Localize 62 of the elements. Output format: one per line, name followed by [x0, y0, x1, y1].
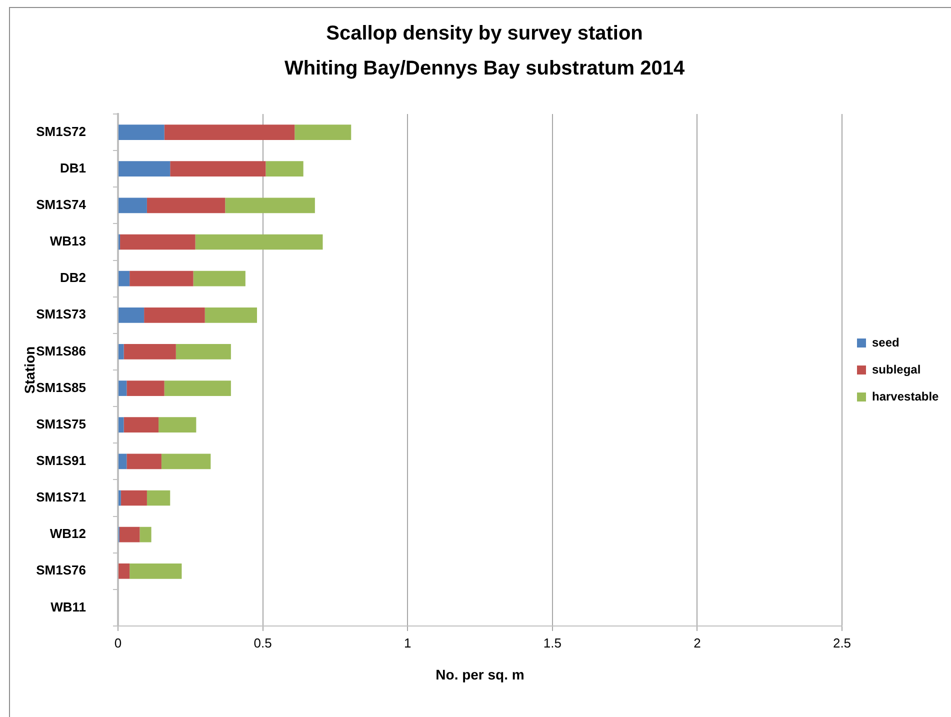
- y-axis-title: Station: [21, 346, 38, 394]
- bar: [161, 454, 211, 470]
- legend-label: seed: [872, 335, 900, 350]
- y-tick-label: SM1S73: [36, 306, 86, 322]
- bar: [120, 234, 196, 250]
- bar: [130, 270, 194, 286]
- bar: [176, 344, 231, 360]
- y-tick-label: WB13: [50, 234, 86, 249]
- bar: [144, 307, 205, 323]
- y-tick-label: SM1S85: [36, 380, 86, 395]
- bar: [164, 124, 295, 140]
- y-tick-label: WB11: [50, 599, 86, 614]
- legend-label: sublegal: [872, 362, 921, 376]
- bar: [130, 563, 182, 579]
- bar: [118, 307, 144, 323]
- bar: [294, 124, 352, 140]
- bar: [118, 270, 130, 286]
- bar: [204, 307, 258, 323]
- y-tick-label: SM1S86: [36, 343, 86, 358]
- x-axis-title: No. per sq. m: [436, 666, 524, 682]
- bar: [118, 563, 130, 579]
- x-tick-label: 2: [694, 635, 701, 650]
- legend-label: harvestable: [872, 389, 940, 404]
- bar: [225, 198, 315, 214]
- y-tick-label: SM1S74: [36, 197, 87, 212]
- bar: [119, 526, 140, 542]
- bar: [140, 526, 152, 542]
- bar: [118, 380, 127, 396]
- bar: [126, 454, 162, 470]
- y-tick-label: SM1S72: [36, 124, 86, 139]
- bar: [126, 380, 164, 396]
- bar: [266, 161, 304, 177]
- bar: [193, 270, 246, 286]
- chart-subtitle: Whiting Bay/Dennys Bay substratum 2014: [284, 58, 686, 80]
- y-tick-label: SM1S75: [36, 416, 86, 432]
- y-tick-label: WB12: [50, 526, 86, 542]
- bar: [124, 417, 159, 433]
- bar: [164, 380, 231, 396]
- bar: [146, 490, 170, 506]
- chart-title: Scallop density by survey station: [326, 22, 643, 45]
- bar: [118, 454, 127, 470]
- y-tick-label: DB2: [60, 270, 86, 286]
- bar: [118, 417, 124, 433]
- bar: [120, 490, 147, 506]
- bar: [195, 234, 323, 250]
- x-tick-label: 2.5: [832, 635, 852, 650]
- x-tick-label: 0: [114, 635, 122, 650]
- x-tick-label: 1.5: [543, 635, 562, 650]
- x-tick-label: 1: [404, 635, 412, 650]
- bar: [146, 198, 226, 214]
- y-tick-label: SM1S71: [36, 490, 86, 505]
- y-tick-label: SM1S76: [36, 562, 86, 578]
- bar: [118, 198, 147, 214]
- bar: [170, 161, 266, 177]
- bar: [118, 161, 170, 177]
- y-tick-label: SM1S91: [36, 453, 86, 468]
- bar: [158, 417, 196, 433]
- y-tick-label: DB1: [60, 160, 86, 176]
- bar: [118, 124, 164, 140]
- bar: [118, 344, 124, 360]
- bar: [124, 344, 176, 360]
- x-tick-label: 0.5: [254, 635, 272, 650]
